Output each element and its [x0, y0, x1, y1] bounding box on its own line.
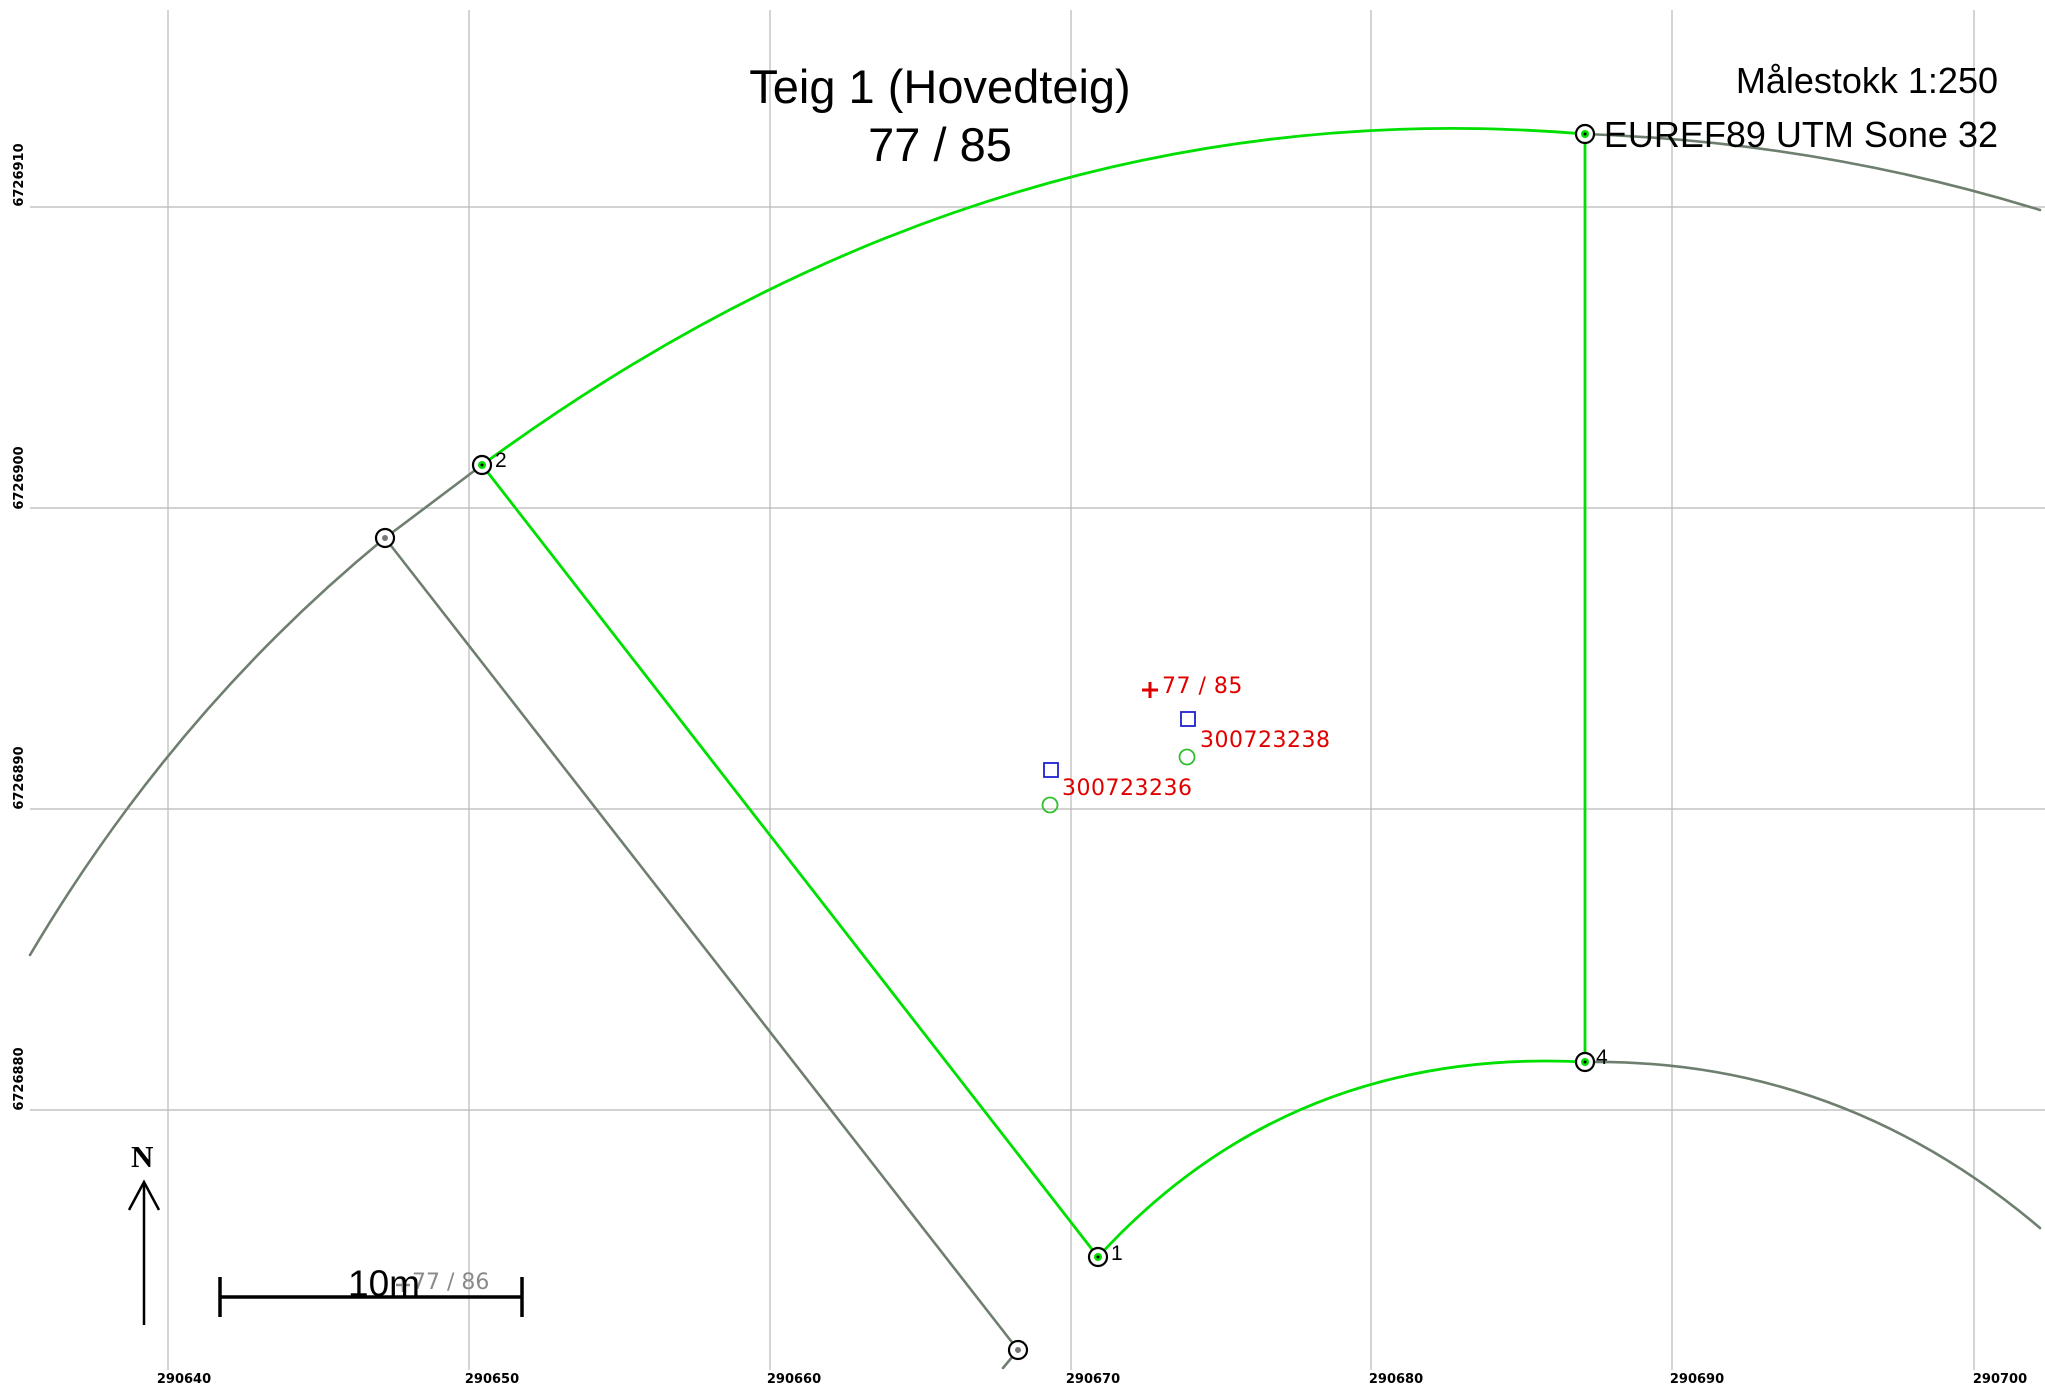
parcel-boundary-arc-north	[480, 127, 1587, 467]
boundary-point-marker-2[interactable]	[471, 454, 493, 476]
parcel-label-cross-icon	[1142, 682, 1158, 698]
map-scale-label: Målestokk 1:250	[1735, 60, 1998, 101]
neighbor-boundary-line-southwest	[383, 536, 1020, 1352]
neighbor-boundary-arc-southeast	[1583, 1060, 2042, 1230]
boundary-point-label-4: 4	[1596, 1046, 1608, 1069]
parcel-boundary[interactable]	[480, 127, 1587, 1259]
x-tick-label: 290650	[464, 1372, 520, 1387]
neighbor-point-marker-south[interactable]	[1007, 1339, 1029, 1361]
boundary-point-label-2: 2	[495, 449, 507, 472]
neighbor-point-marker-west[interactable]	[374, 527, 396, 549]
boundary-point-label-1: 1	[1111, 1242, 1123, 1265]
parcel-boundary-west	[480, 463, 1100, 1259]
grid-lines	[30, 10, 2045, 1370]
map-title: Teig 1 (Hovedteig)	[749, 60, 1131, 113]
y-tick-label: 6726910	[12, 143, 27, 207]
coordinate-system-label: EUREF89 UTM Sone 32	[1603, 114, 1998, 155]
building-square-icon-300723238[interactable]	[1180, 711, 1196, 727]
neighbor-parcel-label[interactable]: 77 / 86	[412, 1270, 490, 1295]
x-tick-label: 290640	[156, 1372, 212, 1387]
neighbor-boundary-arc-northeast	[1583, 132, 2042, 212]
x-tick-label: 290700	[1972, 1372, 2028, 1387]
building-square-icon-300723236[interactable]	[1043, 762, 1059, 778]
neighbor-boundaries	[28, 132, 2042, 1370]
boundary-point-marker-1[interactable]	[1087, 1246, 1109, 1268]
scale-bar-icon	[218, 1277, 524, 1317]
x-tick-label: 290680	[1368, 1372, 1424, 1387]
building-point-icon-300723236[interactable]	[1041, 796, 1059, 814]
building-label-300723238[interactable]: 300723238	[1200, 728, 1331, 753]
x-tick-label: 290690	[1669, 1372, 1725, 1387]
boundary-point-marker-3[interactable]	[1574, 123, 1596, 145]
x-tick-label: 290660	[766, 1372, 822, 1387]
parcel-boundary-arc-south	[1096, 1059, 1587, 1259]
neighbor-boundary-arc-west	[28, 463, 484, 957]
scale-bar-label: 10m	[348, 1263, 420, 1304]
y-tick-label: 6726890	[12, 746, 27, 810]
x-tick-label: 290670	[1065, 1372, 1121, 1387]
north-arrow-label: N	[131, 1139, 154, 1174]
map-subtitle-parcel-number: 77 / 85	[868, 118, 1012, 171]
y-tick-label: 6726900	[12, 446, 27, 510]
building-point-icon-300723238[interactable]	[1178, 748, 1196, 766]
boundary-markers	[374, 123, 1596, 1361]
y-tick-label: 6726880	[12, 1047, 27, 1111]
boundary-point-marker-4[interactable]	[1574, 1051, 1596, 1073]
neighbor-label-cross-icon	[396, 1278, 410, 1292]
parcel-label[interactable]: 77 / 85	[1162, 674, 1243, 699]
north-arrow-icon	[127, 1179, 161, 1325]
building-markers	[1041, 711, 1196, 814]
building-label-300723236[interactable]: 300723236	[1062, 776, 1193, 801]
